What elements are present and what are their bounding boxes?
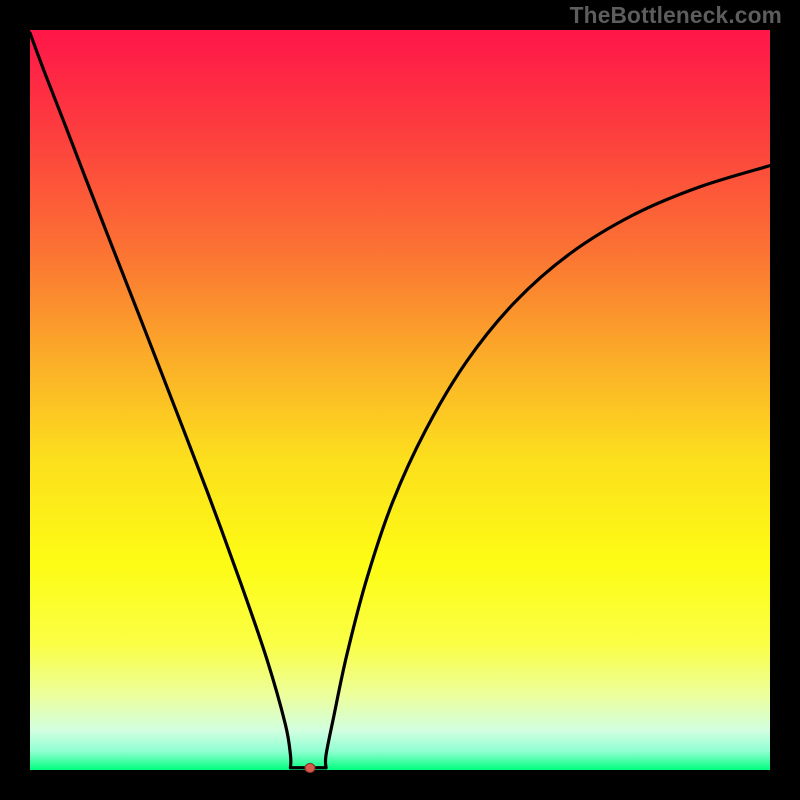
- valley-marker: [304, 763, 315, 773]
- watermark-text: TheBottleneck.com: [570, 2, 782, 29]
- curve-layer: [30, 30, 770, 770]
- chart-canvas: TheBottleneck.com: [0, 0, 800, 800]
- plot-area: [30, 30, 770, 770]
